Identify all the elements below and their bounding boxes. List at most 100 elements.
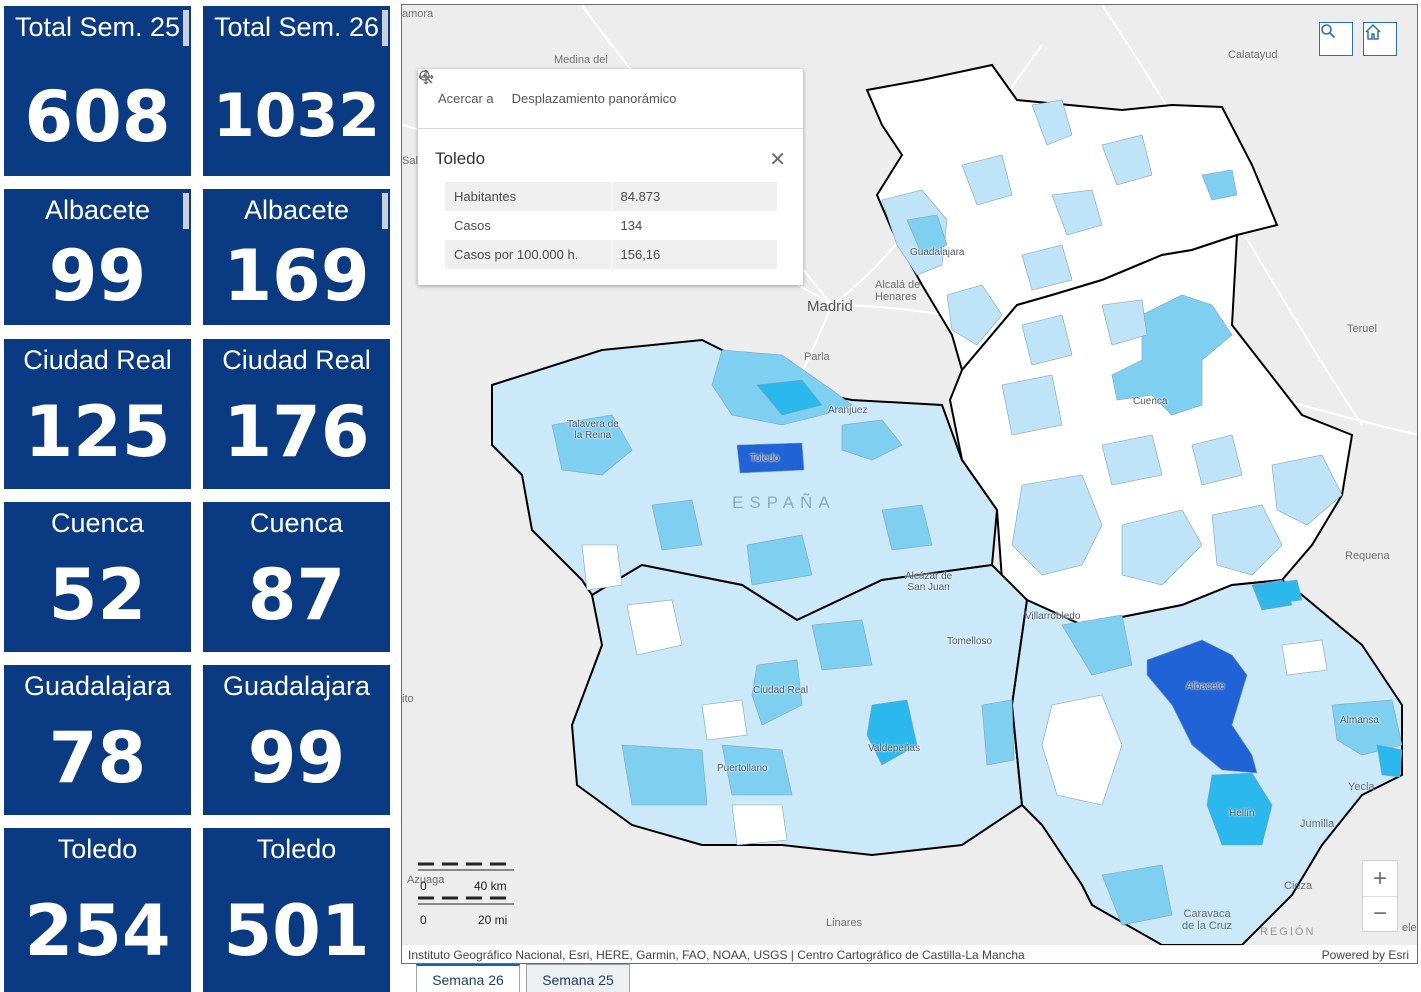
place-label: Cieza [1284,880,1313,892]
search-icon [1321,24,1336,39]
stat-label: Ciudad Real [23,345,172,375]
table-row: Habitantes 84.873 [445,182,777,211]
scale-zero-mi: 0 [420,913,427,927]
pan-label: Desplazamiento panorámico [511,91,677,106]
table-row: Casos por 100.000 h. 156,16 [445,240,777,269]
scrollbar[interactable] [183,193,189,229]
field-name: Casos por 100.000 h. [445,240,612,269]
stat-label: Toledo [256,834,337,864]
tab-semana-25[interactable]: Semana 25 [526,964,630,992]
stat-tile-cuenca-sem25: Cuenca 52 [4,502,191,652]
stat-value: 99 [247,717,346,799]
stat-label: Albacete [44,195,151,225]
stat-tile-toledo-sem26: Toledo 501 [203,828,390,992]
place-label: Requena [1345,550,1390,562]
stat-value: 176 [223,391,370,473]
city-label: Alcázar de San Juan [905,571,953,593]
tab-semana-26[interactable]: Semana 26 [416,964,520,992]
stat-label: Ciudad Real [222,345,371,375]
stat-value: 254 [24,890,171,972]
stat-label: Cuenca [50,508,145,538]
zoom-in-button[interactable]: + [1372,864,1387,892]
place-label: REGIÓN [1260,926,1316,938]
scale-bar [418,862,514,905]
stat-value: 501 [223,890,370,972]
stat-value: 1032 [213,81,380,151]
stat-tile-albacete-sem26: Albacete 169 [203,189,390,325]
stat-label: Toledo [57,834,138,864]
zoom-to-action[interactable]: Acercar a [419,70,494,106]
pan-icon [418,69,434,85]
stat-value: 169 [223,235,370,317]
city-label: Valdepeñas [868,743,921,754]
stat-tile-total-sem25: Total Sem. 25 608 [4,6,191,176]
stat-value: 52 [48,554,147,636]
place-label: ito [402,693,414,705]
stat-label: Albacete [243,195,350,225]
city-label: Cuenca [1133,396,1168,407]
zoom-control: + − [1362,860,1398,932]
stat-label: Cuenca [249,508,344,538]
stat-label: Total Sem. 25 [14,12,181,42]
close-icon[interactable]: ✕ [769,149,786,171]
country-label: ESPAÑA [732,493,836,512]
municipality-shapes [551,99,1403,926]
stat-tile-cuenca-sem26: Cuenca 87 [203,502,390,652]
stat-value: 99 [48,235,147,317]
powered-by-esri[interactable]: Powered by Esri [1321,948,1409,962]
scrollbar[interactable] [382,10,388,46]
stat-value: 87 [247,554,346,636]
place-label: Madrid [807,298,853,315]
place-label: Teruel [1347,323,1377,335]
field-value: 134 [620,218,643,233]
stat-value: 608 [24,76,171,158]
stat-tile-ciudadreal-sem25: Ciudad Real 125 [4,339,191,489]
zoom-to-label: Acercar a [438,91,494,106]
attribution-text: Instituto Geográfico Nacional, Esri, HER… [408,948,1025,962]
scale-mi-label: 20 mi [478,913,508,927]
city-label: Guadalajara [910,247,965,258]
city-label: Hellín [1229,808,1255,819]
scale-km-label: 40 km [474,879,507,893]
place-label: Sal [402,155,418,167]
place-label: Caravaca de la Cruz [1182,908,1233,932]
stat-value: 78 [48,717,147,799]
scrollbar[interactable] [382,193,388,229]
field-value: 84.873 [611,182,777,211]
stat-tile-ciudadreal-sem26: Ciudad Real 176 [203,339,390,489]
city-label: Ciudad Real [753,685,809,696]
place-label: Linares [826,917,863,929]
home-button[interactable] [1363,22,1397,56]
stat-tile-total-sem26: Total Sem. 26 1032 [203,6,390,176]
city-label: Talavera de la Reina [567,419,619,441]
field-name: Casos [445,211,612,240]
feature-popup: Acercar a Desplazamiento panorámico Tole… [418,69,803,285]
place-label: Calatayud [1228,49,1278,61]
home-icon [1365,23,1381,40]
popup-attributes-table: Habitantes 84.873 Casos 134 Casos por 100.… [445,182,777,269]
map-view[interactable]: amora Medina del Calatayud Sal Madrid Al… [401,4,1418,964]
scrollbar[interactable] [183,10,189,46]
field-name: Habitantes [445,182,612,211]
stat-label: Guadalajara [222,671,371,701]
place-label: Alcalá de Henares [875,279,921,303]
city-label: Tomelloso [947,636,993,647]
city-label: Villarrobledo [1025,611,1081,622]
place-label: ele [1402,922,1417,934]
place-label: Medina del [554,54,608,66]
zoom-out-button[interactable]: − [1363,896,1397,931]
search-button[interactable] [1319,22,1353,56]
stat-label: Total Sem. 26 [213,12,380,42]
city-label: Almansa [1340,715,1379,726]
popup-actions: Acercar a Desplazamiento panorámico [418,69,803,129]
choropleth-map[interactable] [402,5,1418,964]
stat-tile-guadalajara-sem26: Guadalajara 99 [203,665,390,815]
stat-tile-toledo-sem25: Toledo 254 [4,828,191,992]
place-label: Parla [804,351,830,363]
map-attribution: Instituto Geográfico Nacional, Esri, HER… [402,945,1417,963]
city-label: Puertollano [717,763,768,774]
stat-label: Guadalajara [23,671,172,701]
pan-action[interactable]: Desplazamiento panorámico [418,69,677,106]
stat-tile-guadalajara-sem25: Guadalajara 78 [4,665,191,815]
